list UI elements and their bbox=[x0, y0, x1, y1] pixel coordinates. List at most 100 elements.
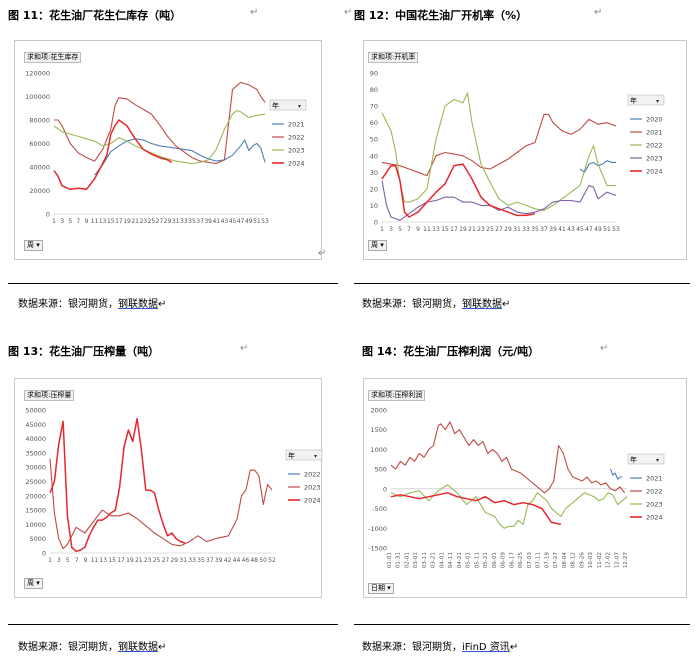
fig12-axis-dropdown[interactable]: 周 ▾ bbox=[368, 240, 387, 251]
fig11-xtick-label: 17 bbox=[115, 218, 123, 225]
fig12-xtick-label: 3 bbox=[389, 226, 393, 233]
fig11-title: 图 11：花生油厂花生仁库存（吨） bbox=[8, 9, 182, 22]
fig14-ytick-label: -1500 bbox=[368, 545, 387, 553]
fig12-xtick-label: 1 bbox=[380, 226, 384, 233]
fig11-series-line-2021 bbox=[94, 138, 266, 176]
fig11-xtick-label: 47 bbox=[237, 218, 245, 225]
fig12-ytick-label: 80 bbox=[370, 86, 378, 94]
fig14-source: 数据来源：银河期货，iFinD 资讯↵ bbox=[362, 642, 519, 653]
fig13-xtick-label: 37 bbox=[206, 557, 214, 564]
fig13-xtick-label: 17 bbox=[117, 557, 125, 564]
fig12-source-link[interactable]: 钢联数据 bbox=[462, 299, 502, 310]
fig11-ytick-label: 20000 bbox=[29, 187, 50, 195]
fig14-xtick-label: 01-31 bbox=[396, 552, 402, 569]
fig12-xtick-label: 31 bbox=[513, 226, 521, 233]
fig11-source-text: 数据来源：银河期货， bbox=[18, 299, 118, 310]
fig14-filter-button[interactable]: 求和项:压榨利润 bbox=[368, 390, 426, 401]
fig11-source-link[interactable]: 钢联数据 bbox=[118, 299, 158, 310]
fig13-xtick-label: 23 bbox=[144, 557, 152, 564]
fig14-legend-label-2024: 2024 bbox=[646, 514, 663, 522]
fig13-ytick-label: 20000 bbox=[25, 492, 46, 500]
fig13-ytick-label: 30000 bbox=[25, 464, 46, 472]
fig14-xtick-label: 05-21 bbox=[483, 552, 489, 569]
fig12-xtick-label: 15 bbox=[441, 226, 449, 233]
fig12-legend-label-2021: 2021 bbox=[646, 129, 663, 137]
fig13-ytick-label: 10000 bbox=[25, 521, 46, 529]
fig13-series-line-2024 bbox=[49, 417, 186, 553]
fig14-ytick-label: 1000 bbox=[370, 446, 387, 454]
fig12-xtick-label: 17 bbox=[450, 226, 458, 233]
fig14-xtick-label: 06-25 bbox=[518, 552, 524, 569]
fig12-title: 图 12：中国花生油厂开机率（%） bbox=[354, 9, 528, 22]
fig14-xtick-label: 01-01 bbox=[387, 552, 393, 569]
fig12-filter-button[interactable]: 求和项:开机率 bbox=[368, 52, 419, 63]
fig14-ytick-label: 500 bbox=[375, 466, 387, 474]
fig12-legend-label-2022: 2022 bbox=[646, 142, 663, 150]
fig11-source: 数据来源：银河期货，钢联数据↵ bbox=[18, 299, 167, 310]
fig11-legend-label-2023: 2023 bbox=[288, 147, 305, 155]
fig12-legend-header-box bbox=[627, 94, 665, 106]
fig14-xtick-label: 07-27 bbox=[553, 552, 559, 569]
fig13-filter-button[interactable]: 求和项:压榨量 bbox=[24, 390, 75, 401]
fig11-series-line-2022 bbox=[54, 81, 266, 165]
fig11-xtick-label: 45 bbox=[229, 218, 237, 225]
fig14-source-link[interactable]: iFinD 资讯 bbox=[462, 642, 510, 653]
fig14-xtick-label: 04-11 bbox=[448, 552, 454, 569]
fig13-legend-label-2023: 2023 bbox=[304, 484, 321, 492]
fig11-xtick-label: 53 bbox=[261, 218, 269, 225]
fig14-legend-label-2023: 2023 bbox=[646, 501, 663, 509]
fig14-ytick-label: -1000 bbox=[368, 525, 387, 533]
fig11-xtick-label: 39 bbox=[204, 218, 212, 225]
fig11-xtick-label: 11 bbox=[91, 218, 99, 225]
fig14-chart-box bbox=[363, 378, 687, 598]
fig11-legend-header-box bbox=[269, 99, 307, 111]
fig12-xtick-label: 13 bbox=[432, 226, 440, 233]
fig12-xtick-label: 7 bbox=[407, 226, 411, 233]
paragraph-mark-icon: ↵ bbox=[240, 343, 249, 354]
fig12-legend-dropdown-icon: ▾ bbox=[656, 98, 659, 105]
fig13-legend-label-2022: 2022 bbox=[304, 471, 321, 479]
fig13-bottom-rule bbox=[8, 624, 338, 625]
fig11-filter-button[interactable]: 求和项:花生库存 bbox=[24, 52, 82, 63]
fig14-ytick-label: 1500 bbox=[370, 426, 387, 434]
fig12-series-line-2020 bbox=[579, 160, 616, 173]
fig13-title: 图 13：花生油厂压榨量（吨） bbox=[8, 345, 160, 358]
fig14-xtick-label: 06-01 bbox=[492, 552, 498, 569]
fig14-series-line-2022 bbox=[390, 421, 626, 494]
fig13-source-link[interactable]: 钢联数据 bbox=[118, 642, 158, 653]
fig13-xtick-label: 11 bbox=[91, 557, 99, 564]
fig11-xtick-label: 13 bbox=[99, 218, 107, 225]
fig11-xtick-label: 27 bbox=[156, 218, 164, 225]
fig11-xtick-label: 21 bbox=[131, 218, 139, 225]
fig14-xtick-label: 02-01 bbox=[404, 552, 410, 569]
fig13-xtick-label: 29 bbox=[170, 557, 178, 564]
fig12-source: 数据来源：银河期货，钢联数据↵ bbox=[362, 299, 511, 310]
fig13-axis-dropdown[interactable]: 周 ▾ bbox=[24, 578, 43, 589]
fig11-xtick-label: 7 bbox=[76, 218, 80, 225]
fig13-ytick-label: 25000 bbox=[25, 478, 46, 486]
fig11-xtick-label: 43 bbox=[221, 218, 229, 225]
fig12-xtick-label: 39 bbox=[549, 226, 557, 233]
fig13-xtick-label: 19 bbox=[126, 557, 134, 564]
fig12-xtick-label: 33 bbox=[522, 226, 530, 233]
fig14-xtick-label: 12-07 bbox=[614, 552, 620, 569]
fig11-ytick-label: 0 bbox=[46, 211, 50, 219]
fig11-series-line-2023 bbox=[53, 110, 266, 165]
fig14-axis-dropdown[interactable]: 日期 ▾ bbox=[368, 583, 394, 594]
fig11-xtick-label: 19 bbox=[123, 218, 131, 225]
fig14-xtick-label: 06-09 bbox=[501, 552, 507, 569]
fig14-source-text: 数据来源：银河期货， bbox=[362, 642, 462, 653]
fig14-title: 图 14：花生油厂压榨利润（元/吨） bbox=[362, 345, 540, 358]
fig13-ytick-label: 45000 bbox=[25, 421, 46, 429]
fig14-xtick-label: 03-11 bbox=[422, 552, 428, 569]
fig14-xtick-label: 12-27 bbox=[623, 552, 629, 569]
fig11-axis-dropdown[interactable]: 周 ▾ bbox=[24, 240, 43, 251]
fig13-xtick-label: 27 bbox=[162, 557, 170, 564]
fig11-legend-label-2024: 2024 bbox=[288, 160, 305, 168]
fig12-xtick-label: 35 bbox=[531, 226, 539, 233]
fig13-ytick-label: 35000 bbox=[25, 449, 46, 457]
fig13-xtick-label: 48 bbox=[250, 557, 258, 564]
fig13-xtick-label: 50 bbox=[259, 557, 267, 564]
fig13-legend-header: 年 bbox=[288, 451, 295, 460]
fig13-xtick-label: 44 bbox=[233, 557, 241, 564]
